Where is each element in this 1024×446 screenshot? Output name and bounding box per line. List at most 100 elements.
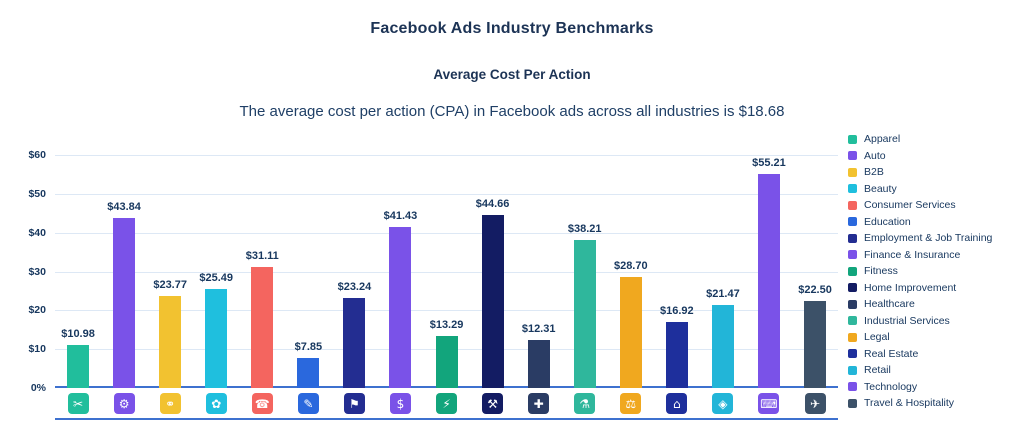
bar-education xyxy=(297,358,320,388)
bar-slot-finance-insurance: $41.43 xyxy=(377,155,423,388)
bar-finance-insurance xyxy=(389,227,412,388)
legend-swatch xyxy=(848,200,857,210)
bar-value-label: $7.85 xyxy=(294,341,323,353)
legend-item-apparel: Apparel xyxy=(848,131,992,148)
icon-slot-travel-hospitality: ✈ xyxy=(792,393,838,414)
bar-b2b xyxy=(159,296,182,388)
legend-swatch xyxy=(848,233,857,243)
legend-swatch xyxy=(848,184,857,194)
legend-label: Auto xyxy=(864,149,886,162)
bar-fitness xyxy=(435,336,458,388)
legend-swatch xyxy=(848,134,857,144)
legend-swatch xyxy=(848,167,857,177)
legend-item-healthcare: Healthcare xyxy=(848,296,992,313)
gridline xyxy=(55,194,838,195)
tshirt-icon: ✂ xyxy=(67,393,89,414)
bar-slot-healthcare: $12.31 xyxy=(516,155,562,388)
icon-slot-fitness: ⚡ xyxy=(424,393,470,414)
y-axis-tick: $50 xyxy=(28,187,46,200)
b2b-handshake-icon: ⚭ xyxy=(159,393,181,414)
legend-label: Home Improvement xyxy=(864,281,957,294)
legend-label: Consumer Services xyxy=(864,199,956,212)
icon-slot-industrial-services: ⚗ xyxy=(562,393,608,414)
y-axis-tick: $30 xyxy=(28,265,46,278)
legend-label: B2B xyxy=(864,166,884,179)
legend-label: Beauty xyxy=(864,182,897,195)
building-icon: ⌂ xyxy=(666,393,688,414)
legend-item-industrial-services: Industrial Services xyxy=(848,313,992,330)
luggage-icon: ✈ xyxy=(804,393,826,414)
computer-icon: ⌨ xyxy=(758,393,780,414)
bar-slot-technology: $55.21 xyxy=(746,155,792,388)
legend-swatch xyxy=(848,332,857,342)
icon-slot-real-estate: ⌂ xyxy=(654,393,700,414)
bar-consumer-services xyxy=(251,267,274,388)
legend-label: Industrial Services xyxy=(864,314,950,327)
bar-value-label: $44.66 xyxy=(475,198,510,210)
bar-value-label: $12.31 xyxy=(521,323,556,335)
icon-slot-employment-job-training: ⚑ xyxy=(331,393,377,414)
legend-swatch xyxy=(848,365,857,375)
bar-employment-job-training xyxy=(343,298,366,388)
gavel-icon: ⚖ xyxy=(620,393,642,414)
car-icon: ⚙ xyxy=(113,393,135,414)
chart-title: Facebook Ads Industry Benchmarks xyxy=(370,20,654,37)
legend-item-beauty: Beauty xyxy=(848,181,992,198)
legend: Apparel Auto B2B Beauty Consumer Services Edu… xyxy=(848,131,992,412)
legend-item-technology: Technology xyxy=(848,379,992,396)
bar-slot-legal: $28.70 xyxy=(608,155,654,388)
plot-area: $60 $50 $40 $30 $20 $10 0% $10.98 $43.84 $23.77 $… xyxy=(28,149,838,394)
bar-retail xyxy=(711,305,734,388)
gridline xyxy=(55,233,838,234)
bar-slot-beauty: $25.49 xyxy=(193,155,239,388)
legend-label: Travel & Hospitality xyxy=(864,397,955,410)
legend-label: Technology xyxy=(864,380,918,393)
legend-swatch xyxy=(848,250,857,260)
legend-item-home-improvement: Home Improvement xyxy=(848,280,992,297)
bar-slot-industrial-services: $38.21 xyxy=(562,155,608,388)
legend-item-b2b: B2B xyxy=(848,164,992,181)
gridline xyxy=(55,155,838,156)
icon-slot-apparel: ✂ xyxy=(55,393,101,414)
bar-travel-hospitality xyxy=(804,301,827,388)
bar-slot-education: $7.85 xyxy=(285,155,331,388)
legend-item-education: Education xyxy=(848,214,992,231)
graduation-cap-icon: ✎ xyxy=(297,393,319,414)
icon-slot-auto: ⚙ xyxy=(101,393,147,414)
legend-label: Healthcare xyxy=(864,298,915,311)
bar-slot-employment-job-training: $23.24 xyxy=(331,155,377,388)
briefcase-icon: ⚑ xyxy=(343,393,365,414)
x-axis-icon-row: ✂ ⚙ ⚭ ✿ ☎ ✎ ⚑ $ ⚡ ⚒ ✚ ⚗ ⚖ ⌂ ◈ ⌨ ✈ xyxy=(55,393,838,414)
legend-swatch xyxy=(848,299,857,309)
legend-item-employment-job-training: Employment & Job Training xyxy=(848,230,992,247)
legend-swatch xyxy=(848,217,857,227)
bar-slot-consumer-services: $31.11 xyxy=(239,155,285,388)
bar-value-label: $13.29 xyxy=(429,319,464,331)
icon-slot-home-improvement: ⚒ xyxy=(470,393,516,414)
bar-value-label: $23.24 xyxy=(337,281,372,293)
legend-item-consumer-services: Consumer Services xyxy=(848,197,992,214)
legend-item-legal: Legal xyxy=(848,329,992,346)
gridline xyxy=(55,272,838,273)
y-axis-tick: $60 xyxy=(28,149,46,161)
legend-swatch xyxy=(848,283,857,293)
bar-industrial-services xyxy=(573,240,596,388)
y-axis-tick: 0% xyxy=(30,382,46,394)
bar-slot-auto: $43.84 xyxy=(101,155,147,388)
icon-slot-healthcare: ✚ xyxy=(516,393,562,414)
chart-subtitle: Average Cost Per Action xyxy=(433,67,591,82)
legend-label: Employment & Job Training xyxy=(864,232,993,245)
beauty-icon: ✿ xyxy=(205,393,227,414)
bar-value-label: $25.49 xyxy=(199,272,234,284)
y-axis-tick: $10 xyxy=(28,343,46,356)
legend-label: Legal xyxy=(864,331,890,344)
legend-swatch xyxy=(848,382,857,392)
icon-slot-legal: ⚖ xyxy=(608,393,654,414)
bar-technology xyxy=(757,174,780,388)
factory-icon: ⚗ xyxy=(574,393,596,414)
bar-value-label: $28.70 xyxy=(613,260,648,272)
bar-slot-travel-hospitality: $22.50 xyxy=(792,155,838,388)
bar-slot-b2b: $23.77 xyxy=(147,155,193,388)
icon-slot-consumer-services: ☎ xyxy=(239,393,285,414)
